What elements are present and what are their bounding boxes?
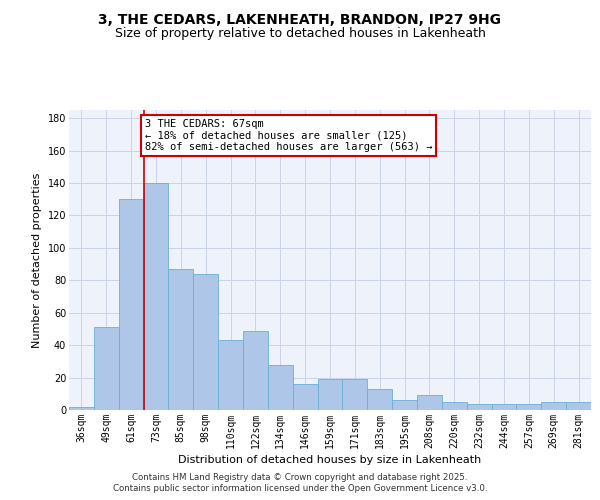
Bar (119, 199, 143, 410)
Bar (343, 379, 367, 410)
Bar (193, 274, 218, 410)
Bar (566, 402, 591, 410)
Bar (417, 396, 442, 410)
Bar (69, 407, 94, 410)
Bar (541, 402, 566, 410)
Bar (268, 364, 293, 410)
Bar (94, 328, 119, 410)
Y-axis label: Number of detached properties: Number of detached properties (32, 172, 42, 348)
Bar (392, 400, 417, 410)
Bar (243, 330, 268, 410)
Bar (143, 183, 169, 410)
Text: 3 THE CEDARS: 67sqm
← 18% of detached houses are smaller (125)
82% of semi-detac: 3 THE CEDARS: 67sqm ← 18% of detached ho… (145, 119, 433, 152)
Text: Contains HM Land Registry data © Crown copyright and database right 2025.: Contains HM Land Registry data © Crown c… (132, 472, 468, 482)
Bar (442, 402, 467, 410)
Bar (169, 269, 193, 410)
Bar (367, 389, 392, 410)
Bar (218, 340, 243, 410)
Text: 3, THE CEDARS, LAKENHEATH, BRANDON, IP27 9HG: 3, THE CEDARS, LAKENHEATH, BRANDON, IP27… (98, 12, 502, 26)
Bar (317, 379, 343, 410)
X-axis label: Distribution of detached houses by size in Lakenheath: Distribution of detached houses by size … (178, 455, 482, 465)
Bar (467, 404, 491, 410)
Bar (517, 404, 541, 410)
Bar (293, 384, 317, 410)
Text: Contains public sector information licensed under the Open Government Licence v3: Contains public sector information licen… (113, 484, 487, 493)
Text: Size of property relative to detached houses in Lakenheath: Size of property relative to detached ho… (115, 28, 485, 40)
Bar (491, 404, 517, 410)
